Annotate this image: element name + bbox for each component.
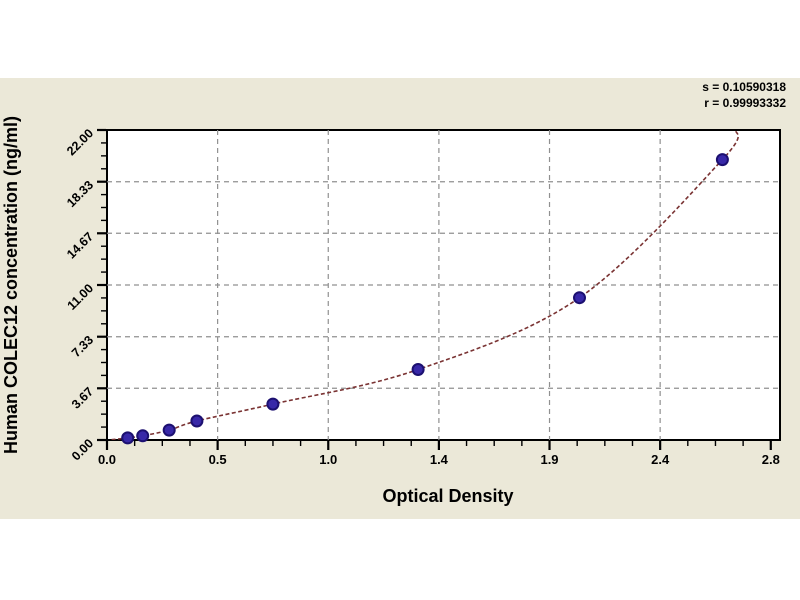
- y-axis-title: Human COLEC12 concentration (ng/ml): [1, 116, 21, 454]
- stat-r-value: r = 0.99993332: [704, 96, 786, 110]
- x-tick-label: 1.0: [319, 452, 337, 467]
- data-point-marker: [136, 429, 150, 443]
- x-tick-label: 2.4: [651, 452, 670, 467]
- data-point-marker: [411, 363, 425, 376]
- stat-s-value: s = 0.10590318: [702, 80, 786, 94]
- x-tick-labels: 0.0 0.5 1.0 1.4 1.9 2.4 2.8: [98, 452, 780, 467]
- data-point-markers: [121, 153, 729, 445]
- data-point-marker: [121, 431, 135, 445]
- x-tick-label: 0.0: [98, 452, 116, 467]
- gridlines: [107, 130, 780, 440]
- x-tick-label: 1.4: [430, 452, 449, 467]
- data-point-marker: [162, 423, 176, 437]
- data-point-marker: [190, 414, 204, 428]
- x-axis-title: Optical Density: [382, 486, 513, 506]
- x-tick-label: 2.8: [762, 452, 780, 467]
- axis-ticks: [97, 128, 772, 450]
- data-point-marker: [573, 291, 586, 305]
- x-tick-label: 0.5: [209, 452, 227, 467]
- data-point-marker: [715, 153, 729, 167]
- data-point-marker: [266, 397, 280, 411]
- x-tick-label: 1.9: [540, 452, 558, 467]
